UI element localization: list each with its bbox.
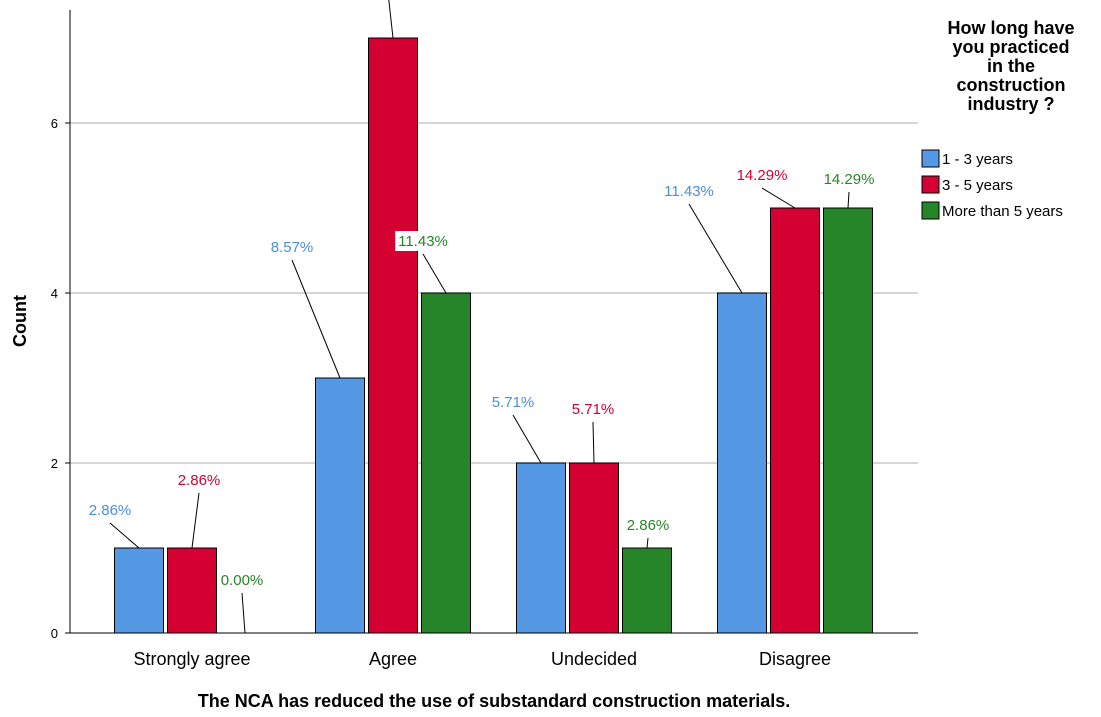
x-tick-label: Strongly agree [133, 649, 250, 669]
y-axis-title: Count [10, 295, 30, 347]
label-leader-line [761, 187, 796, 209]
label-leader-line [109, 522, 140, 549]
label-background [268, 237, 316, 257]
x-tick-label: Agree [369, 649, 417, 669]
label-background [569, 399, 617, 419]
bar [114, 547, 164, 634]
x-tick-label: Undecided [551, 649, 637, 669]
label-leader-line [688, 203, 743, 294]
label-leader-line [847, 191, 850, 209]
legend-label: 3 - 5 years [942, 177, 1013, 194]
label-background [661, 181, 717, 201]
bar [622, 547, 672, 634]
data-label: 2.86% [178, 472, 221, 489]
data-label: 8.57% [271, 239, 314, 256]
label-background [86, 500, 134, 520]
y-tick-label: 0 [51, 626, 58, 641]
label-background [218, 570, 266, 590]
bar [315, 377, 365, 634]
label-leader-line [512, 414, 542, 464]
legend-label: More than 5 years [942, 203, 1063, 220]
label-leader-line [191, 492, 200, 549]
bar [368, 37, 418, 634]
bar [421, 292, 471, 634]
x-tick-label: Disagree [759, 649, 831, 669]
data-label: 5.71% [492, 394, 535, 411]
bar [823, 207, 873, 634]
label-background [175, 470, 223, 490]
bar [167, 547, 217, 634]
data-label: 2.86% [627, 517, 670, 534]
label-background [489, 392, 537, 412]
label-leader-line [291, 259, 341, 379]
legend-label: 1 - 3 years [942, 151, 1013, 168]
legend-title-line: industry ? [967, 94, 1054, 114]
legend-swatch [921, 149, 940, 168]
data-label: 11.43% [664, 183, 714, 200]
data-label: 11.43% [398, 233, 448, 250]
bar [569, 462, 619, 634]
legend-swatch [921, 201, 940, 220]
y-tick-label: 2 [51, 456, 58, 471]
data-label: 5.71% [572, 401, 615, 418]
y-tick-label: 6 [51, 116, 58, 131]
label-background [395, 231, 451, 251]
label-background [821, 169, 877, 189]
y-tick-label: 4 [51, 286, 58, 301]
data-label: 0.00% [221, 572, 264, 589]
legend-title-line: How long have [947, 18, 1074, 38]
x-axis-title: The NCA has reduced the use of substanda… [198, 691, 790, 711]
legend-title: How long have you practiced in the construc… [947, 18, 1074, 114]
legend-title-line: in the [987, 56, 1035, 76]
label-leader-line [592, 421, 595, 464]
legend-swatch [921, 175, 940, 194]
data-label: 14.29% [737, 167, 788, 184]
legend-title-line: you practiced [952, 37, 1069, 57]
label-background [734, 165, 790, 185]
bar [717, 292, 767, 634]
bar [516, 462, 566, 634]
legend-title-line: construction [956, 75, 1065, 95]
label-leader-line [646, 537, 649, 549]
label-leader-line [241, 592, 246, 634]
label-background [624, 515, 672, 535]
data-label: 2.86% [89, 502, 132, 519]
bar [770, 207, 820, 634]
label-leader-line [422, 253, 447, 294]
label-leader-line [388, 0, 394, 39]
data-label: 14.29% [824, 171, 875, 188]
